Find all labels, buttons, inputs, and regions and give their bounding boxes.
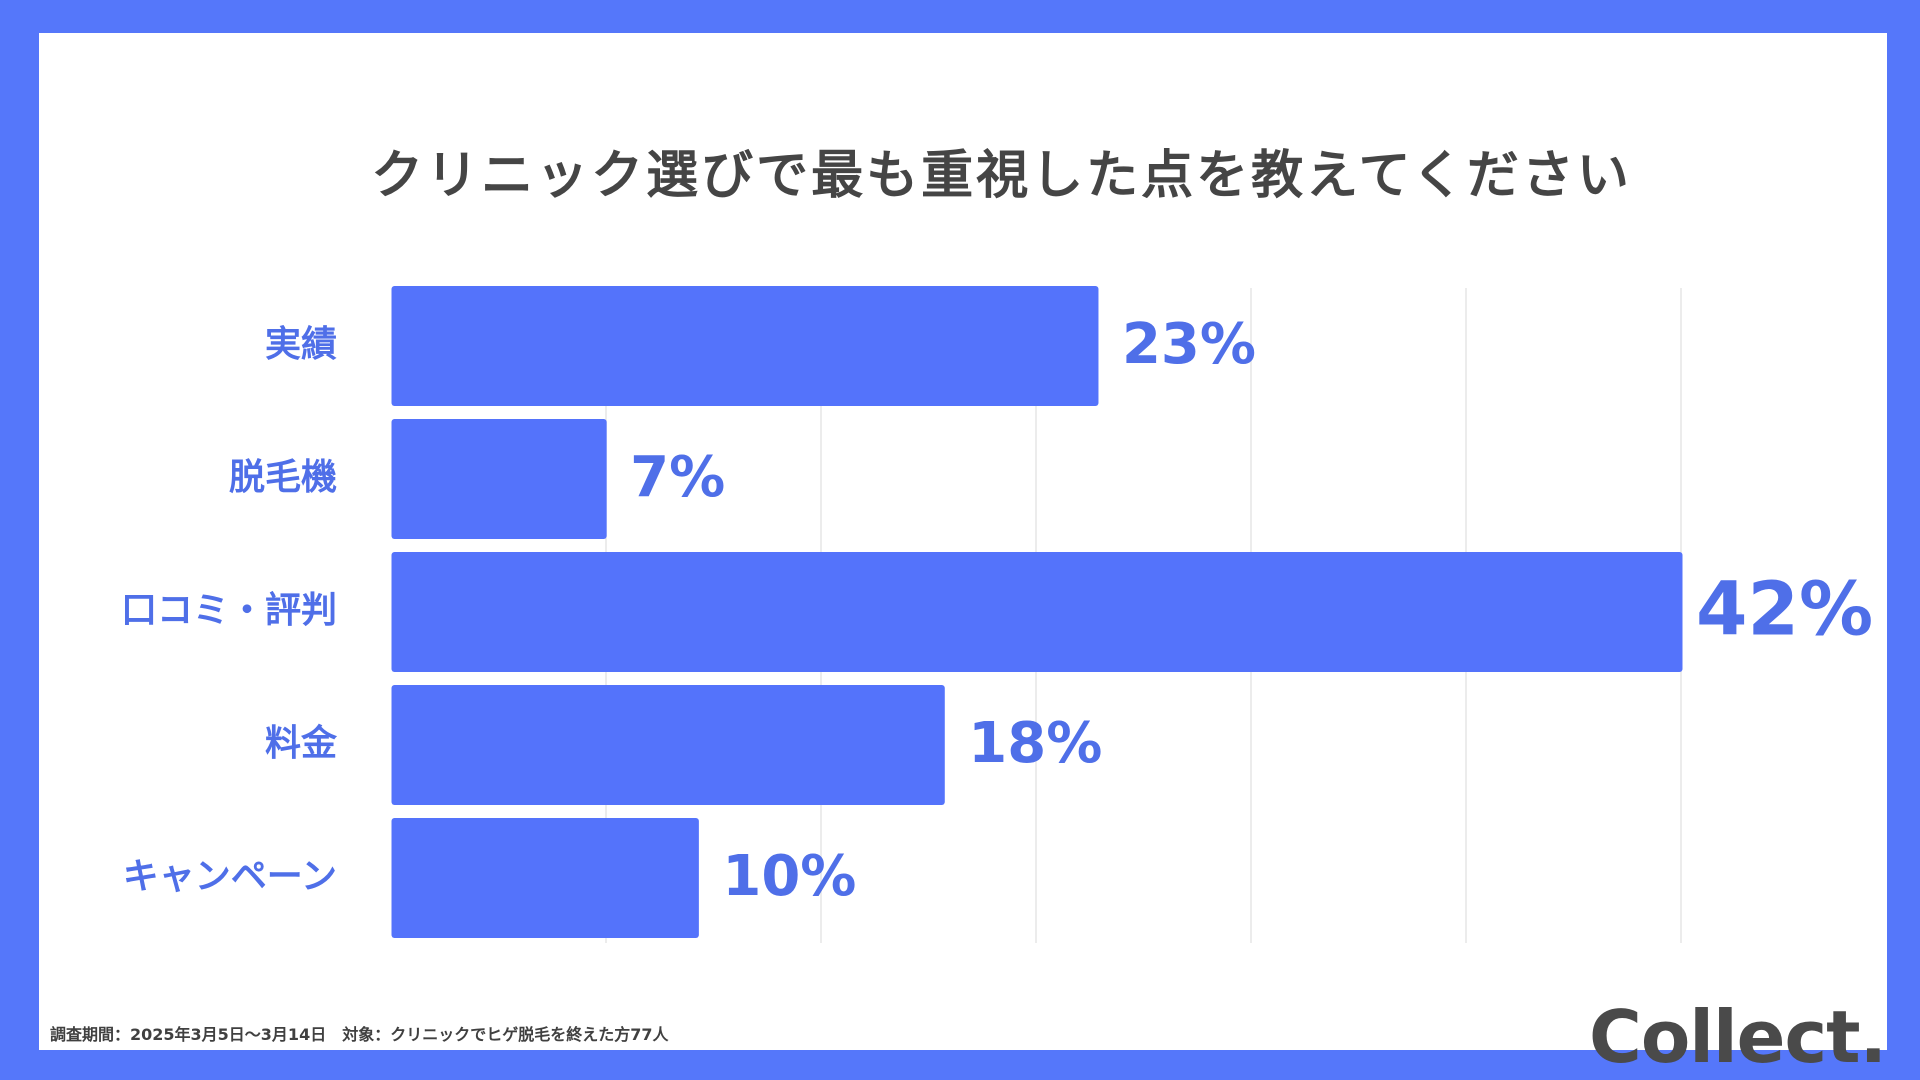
value-label: 7%	[630, 445, 725, 510]
category-label: キャンペーン	[123, 856, 337, 897]
value-label: 42%	[1696, 567, 1873, 653]
bar-1	[391, 286, 1099, 406]
value-label: 23%	[1122, 312, 1256, 377]
chart-card: クリニック選びで最も重視した点を教えてください 実績 23% 脱毛機 7% 口コミ・評判…	[39, 33, 1887, 1073]
value-label: 18%	[968, 711, 1102, 776]
chart-title: クリニック選びで最も重視した点を教えてください	[371, 146, 1632, 206]
bar-5	[391, 818, 699, 938]
bar-chart: 実績 23% 脱毛機 7% 口コミ・評判 42% 料金 18% キャンペーン 10%	[121, 286, 1873, 943]
collect-logo: Collect.	[1589, 995, 1887, 1079]
bar-4	[391, 685, 945, 805]
category-label: 料金	[265, 722, 338, 764]
survey-note: 調査期間：2025年3月5日～3月14日 対象：クリニックでヒゲ脱毛を終えた方7…	[50, 1025, 669, 1044]
category-label: 口コミ・評判	[121, 590, 337, 631]
bar-2	[391, 419, 607, 539]
value-label: 10%	[722, 844, 856, 909]
category-label: 脱毛機	[229, 457, 337, 498]
category-label: 実績	[265, 324, 337, 365]
bar-3	[391, 552, 1683, 672]
